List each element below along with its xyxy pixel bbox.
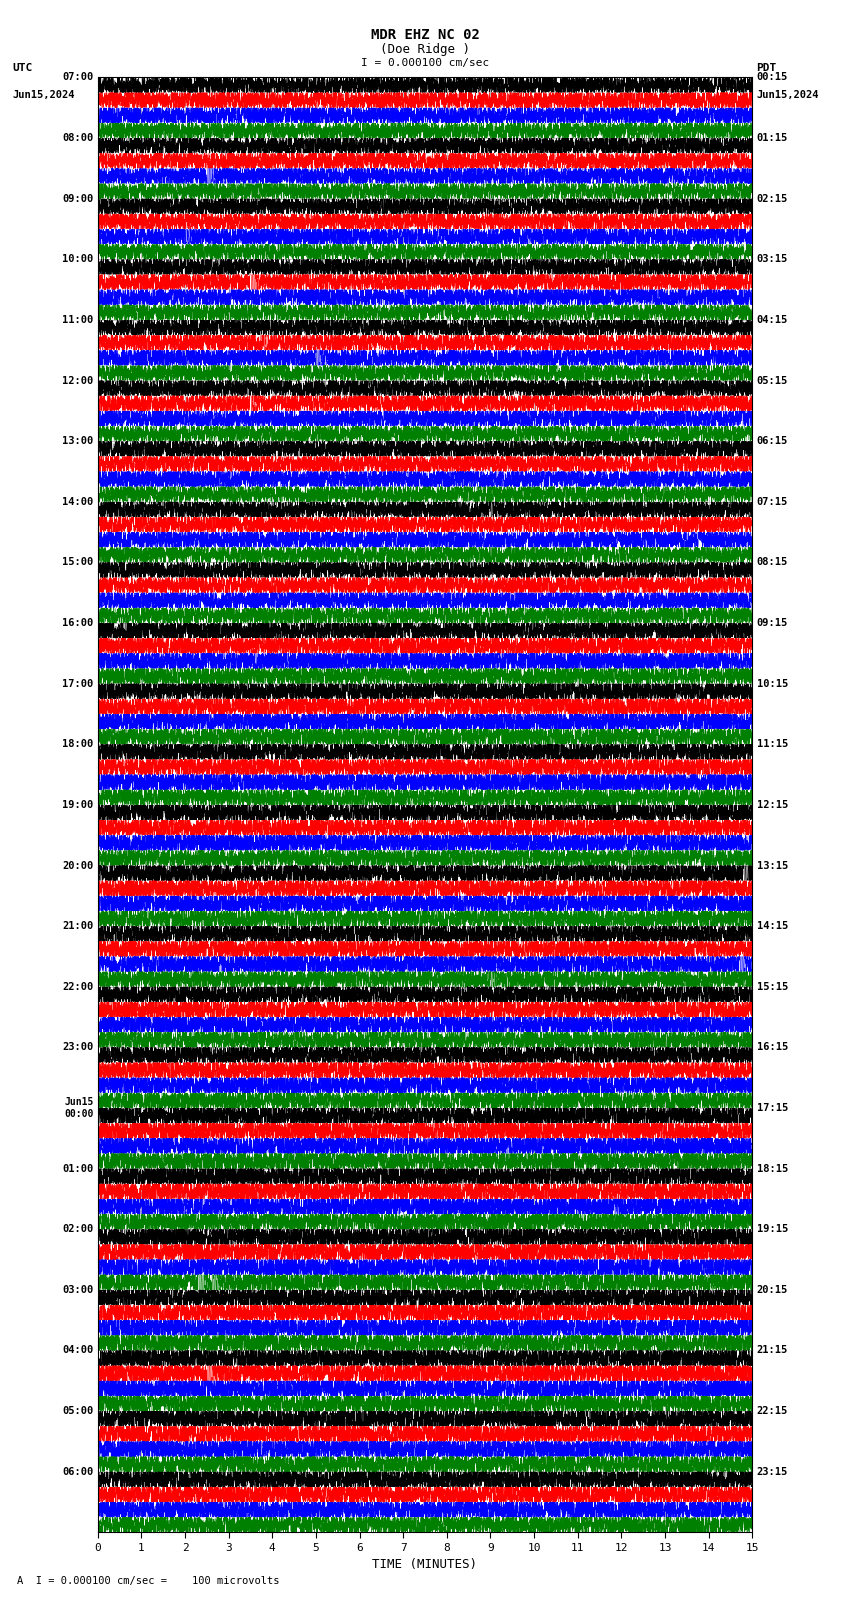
- Text: 23:00: 23:00: [62, 1042, 94, 1052]
- Text: 20:15: 20:15: [756, 1286, 788, 1295]
- Text: 19:15: 19:15: [756, 1224, 788, 1234]
- Text: 08:15: 08:15: [756, 558, 788, 568]
- Text: Jun15,2024: Jun15,2024: [13, 90, 76, 100]
- Text: 02:00: 02:00: [62, 1224, 94, 1234]
- Text: 15:00: 15:00: [62, 558, 94, 568]
- Text: 17:15: 17:15: [756, 1103, 788, 1113]
- Text: 14:00: 14:00: [62, 497, 94, 506]
- Text: 22:15: 22:15: [756, 1407, 788, 1416]
- Text: 06:00: 06:00: [62, 1466, 94, 1478]
- Text: 13:15: 13:15: [756, 860, 788, 871]
- Text: 20:00: 20:00: [62, 860, 94, 871]
- Text: A  I = 0.000100 cm/sec =    100 microvolts: A I = 0.000100 cm/sec = 100 microvolts: [17, 1576, 280, 1586]
- Text: (Doe Ridge ): (Doe Ridge ): [380, 42, 470, 56]
- X-axis label: TIME (MINUTES): TIME (MINUTES): [372, 1558, 478, 1571]
- Text: 00:00: 00:00: [64, 1110, 94, 1119]
- Text: 16:00: 16:00: [62, 618, 94, 627]
- Text: 05:00: 05:00: [62, 1407, 94, 1416]
- Text: 17:00: 17:00: [62, 679, 94, 689]
- Text: 18:15: 18:15: [756, 1163, 788, 1174]
- Text: 09:15: 09:15: [756, 618, 788, 627]
- Text: 07:15: 07:15: [756, 497, 788, 506]
- Text: Jun15: Jun15: [64, 1097, 94, 1107]
- Text: 04:15: 04:15: [756, 315, 788, 324]
- Text: 14:15: 14:15: [756, 921, 788, 931]
- Text: 11:00: 11:00: [62, 315, 94, 324]
- Text: I = 0.000100 cm/sec: I = 0.000100 cm/sec: [361, 58, 489, 68]
- Text: 23:15: 23:15: [756, 1466, 788, 1478]
- Text: 10:15: 10:15: [756, 679, 788, 689]
- Text: Jun15,2024: Jun15,2024: [756, 90, 819, 100]
- Text: 12:00: 12:00: [62, 376, 94, 386]
- Text: 11:15: 11:15: [756, 739, 788, 750]
- Text: 21:00: 21:00: [62, 921, 94, 931]
- Text: 22:00: 22:00: [62, 982, 94, 992]
- Text: 04:00: 04:00: [62, 1345, 94, 1355]
- Text: 08:00: 08:00: [62, 132, 94, 144]
- Text: 09:00: 09:00: [62, 194, 94, 203]
- Text: 06:15: 06:15: [756, 436, 788, 447]
- Text: 21:15: 21:15: [756, 1345, 788, 1355]
- Text: 03:15: 03:15: [756, 255, 788, 265]
- Text: 00:15: 00:15: [756, 73, 788, 82]
- Text: 03:00: 03:00: [62, 1286, 94, 1295]
- Text: 19:00: 19:00: [62, 800, 94, 810]
- Text: 01:15: 01:15: [756, 132, 788, 144]
- Text: 02:15: 02:15: [756, 194, 788, 203]
- Text: 07:00: 07:00: [62, 73, 94, 82]
- Text: 18:00: 18:00: [62, 739, 94, 750]
- Text: MDR EHZ NC 02: MDR EHZ NC 02: [371, 27, 479, 42]
- Text: 01:00: 01:00: [62, 1163, 94, 1174]
- Text: 15:15: 15:15: [756, 982, 788, 992]
- Text: PDT: PDT: [756, 63, 777, 73]
- Text: 13:00: 13:00: [62, 436, 94, 447]
- Text: 16:15: 16:15: [756, 1042, 788, 1052]
- Text: 05:15: 05:15: [756, 376, 788, 386]
- Text: UTC: UTC: [13, 63, 33, 73]
- Text: 12:15: 12:15: [756, 800, 788, 810]
- Text: 10:00: 10:00: [62, 255, 94, 265]
